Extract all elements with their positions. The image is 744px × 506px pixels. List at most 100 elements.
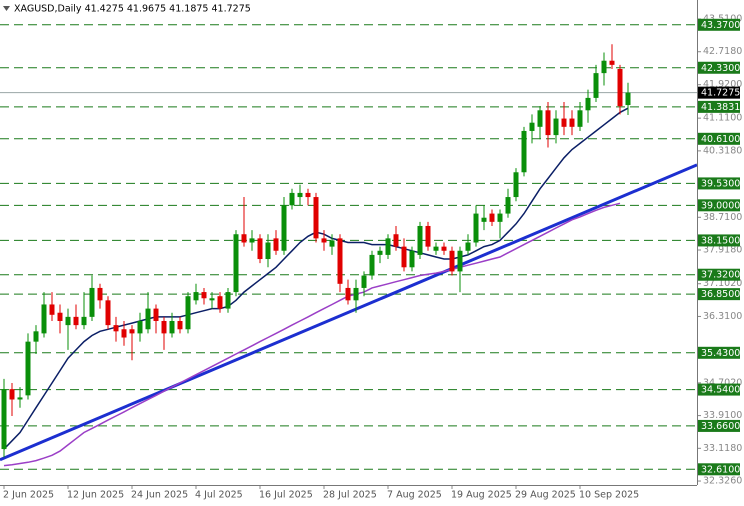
candle-body: [577, 110, 583, 127]
candle-body: [385, 238, 391, 255]
candle-body: [313, 197, 319, 239]
candle-body: [289, 192, 295, 206]
candle-body: [513, 172, 519, 198]
symbol-icon: [3, 6, 10, 11]
candle-body: [393, 234, 399, 247]
candle-body: [369, 254, 375, 276]
candle-body: [401, 246, 407, 268]
y-tick-label: 33.1180: [703, 443, 742, 454]
candle-body: [569, 118, 575, 127]
chart-title: XAGUSD,Daily 41.4275 41.9675 41.1875 41.…: [14, 4, 251, 15]
candle-body: [297, 192, 303, 198]
candle-body: [417, 225, 423, 255]
candle-body: [601, 60, 607, 74]
level-label: 40.6100: [701, 134, 740, 145]
candle-body: [121, 329, 127, 338]
level-label: 35.4300: [701, 348, 740, 359]
candle-body: [433, 246, 439, 251]
y-tick-label: 37.9180: [703, 245, 742, 256]
x-tick-label: 4 Jul 2025: [195, 490, 243, 501]
y-tick-label: 33.9100: [703, 410, 742, 421]
candle-body: [441, 246, 447, 251]
candle-body: [129, 329, 135, 334]
candle-body: [257, 238, 263, 260]
y-tick-label: 34.7020: [703, 377, 742, 388]
x-tick-label: 12 Jun 2025: [67, 490, 124, 501]
y-tick-label: 37.1020: [703, 278, 742, 289]
candle-body: [97, 287, 103, 301]
level-label: 42.3300: [701, 63, 740, 74]
candle-body: [625, 92, 631, 106]
candle-body: [409, 250, 415, 268]
candle-body: [9, 389, 15, 400]
candle-body: [89, 287, 95, 317]
candle-body: [73, 316, 79, 326]
candle-body: [185, 296, 191, 330]
candle-body: [209, 298, 215, 301]
candle-body: [305, 192, 311, 198]
candle-body: [25, 341, 31, 396]
candle-body: [377, 250, 383, 255]
x-tick-label: 19 Aug 2025: [451, 490, 512, 501]
candle-body: [113, 325, 119, 332]
candle-body: [153, 308, 159, 321]
candle-body: [449, 250, 455, 272]
candle-body: [609, 60, 615, 65]
candle-body: [217, 296, 223, 309]
x-tick-label: 10 Sep 2025: [579, 490, 639, 501]
candle-body: [57, 312, 63, 321]
candle-body: [337, 238, 343, 284]
y-tick-label: 41.9200: [703, 79, 742, 90]
x-tick-label: 29 Aug 2025: [515, 490, 576, 501]
y-tick-label: 42.7180: [703, 46, 742, 57]
y-tick-label: 32.3260: [703, 476, 742, 487]
level-label: 39.5300: [701, 178, 740, 189]
level-label: 37.3200: [701, 270, 740, 281]
candle-body: [161, 320, 167, 334]
level-label-box: [698, 18, 740, 31]
candle-body: [457, 250, 463, 272]
candle-body: [425, 225, 431, 247]
candle-body: [281, 205, 287, 251]
candle-body: [505, 197, 511, 214]
level-label: 33.6600: [701, 421, 740, 432]
y-tick-label: 40.3180: [703, 145, 742, 156]
level-label-box: [698, 234, 740, 247]
candle-body: [81, 316, 87, 326]
level-label-box: [698, 346, 740, 359]
candle-body: [65, 316, 71, 326]
candle-body: [233, 234, 239, 293]
candle-body: [265, 242, 271, 260]
candle-body: [561, 118, 567, 127]
level-label: 34.5400: [701, 385, 740, 396]
candle-body: [49, 304, 55, 315]
last-price-label: 41.7275: [701, 88, 740, 99]
candle-body: [145, 308, 151, 330]
candle-body: [1, 389, 7, 450]
y-tick-label: 41.1100: [703, 113, 742, 124]
level-label-box: [698, 199, 740, 212]
candle-body: [17, 397, 23, 400]
candle-body: [321, 238, 327, 243]
x-tick-label: 16 Jul 2025: [259, 490, 313, 501]
level-label-box: [698, 100, 740, 113]
candle-body: [529, 122, 535, 131]
candle-body: [201, 292, 207, 299]
candle-body: [489, 213, 495, 222]
candle-body: [105, 300, 111, 326]
candle-body: [225, 292, 231, 309]
candle-body: [41, 304, 47, 334]
candle-body: [137, 320, 143, 334]
level-label-box: [698, 61, 740, 74]
candle-body: [33, 331, 39, 342]
candle-body: [593, 73, 599, 98]
last-price-box: [698, 86, 740, 99]
x-tick-label: 28 Jul 2025: [323, 490, 377, 501]
candle-body: [545, 110, 551, 136]
candle-body: [177, 320, 183, 330]
level-label-box: [698, 419, 740, 432]
moving-average: [3, 202, 621, 467]
x-tick-label: 24 Jun 2025: [131, 490, 188, 501]
level-label-box: [698, 288, 740, 301]
